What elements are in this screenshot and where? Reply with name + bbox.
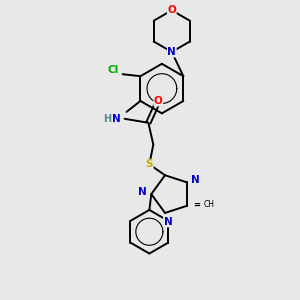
Text: N: N xyxy=(112,114,121,124)
Text: S: S xyxy=(146,159,153,170)
Text: N: N xyxy=(164,217,172,227)
Text: N: N xyxy=(191,176,200,185)
Text: Cl: Cl xyxy=(107,65,118,75)
Text: =: = xyxy=(194,201,201,210)
Text: O: O xyxy=(167,5,176,15)
Text: H: H xyxy=(103,114,111,124)
Text: N: N xyxy=(138,187,147,197)
Text: N: N xyxy=(167,47,176,57)
Text: O: O xyxy=(154,96,163,106)
Text: CH: CH xyxy=(204,200,215,209)
